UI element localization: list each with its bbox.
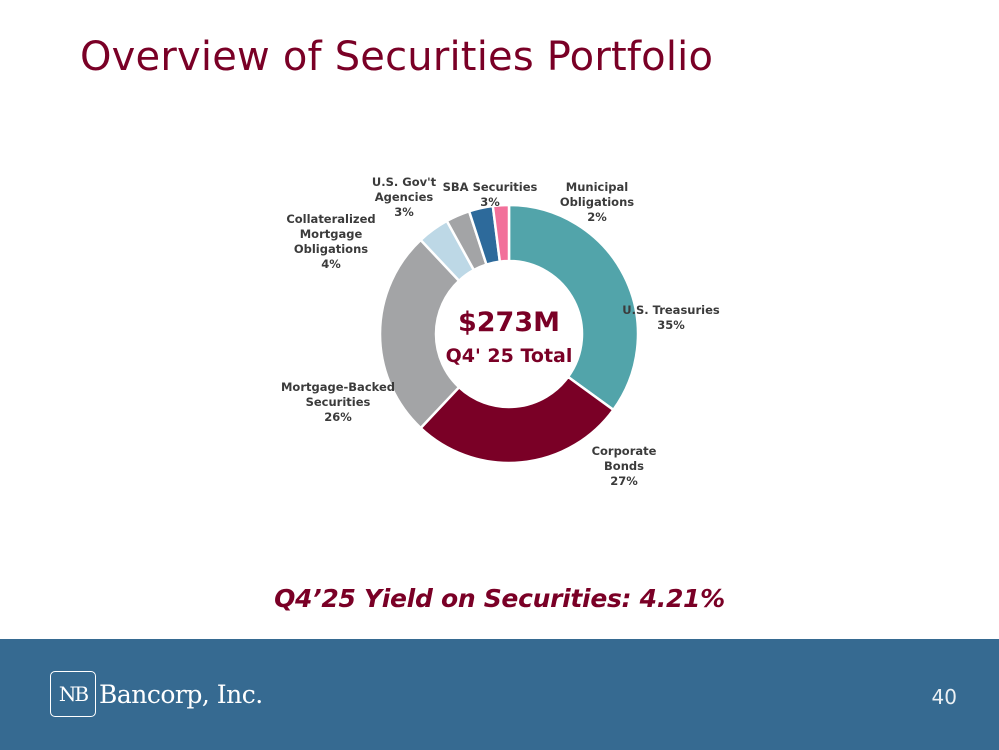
label-collateralized-mortgage-obligations: Collateralized Mortgage Obligations 4% [286,212,375,271]
label-mortgage-backed-securities: Mortgage-Backed Securities 26% [281,380,395,424]
logo-mark: NB [50,671,96,717]
label-sba-securities: SBA Securities 3% [443,180,538,209]
slice-corporate-bonds [418,375,616,465]
slice-u-s-treasuries [507,203,640,412]
footer-bar: NB Bancorp, Inc. 40 [0,639,999,750]
slice-mortgage-backed-securities [378,238,461,430]
label-municipal-obligations: Municipal Obligations 2% [560,180,634,224]
securities-donut-chart: U.S. Treasuries 35% Corporate Bonds 27% Mortg… [281,175,720,488]
label-corporate-bonds: Corporate Bonds 27% [592,444,657,488]
page-number: 40 [931,685,957,709]
slice-municipal-obligations [491,203,511,263]
yield-text: Q4’25 Yield on Securities: 4.21% [274,584,725,613]
company-logo: NB Bancorp, Inc. [50,670,263,718]
slide-title: Overview of Securities Portfolio [80,34,714,80]
center-amount: $273M [458,307,560,338]
label-u-s-gov-t-agencies: U.S. Gov't Agencies 3% [372,175,437,219]
logo-text: Bancorp, Inc. [99,679,263,709]
label-u-s-treasuries: U.S. Treasuries 35% [622,303,720,332]
center-label: Q4' 25 Total [446,345,573,367]
